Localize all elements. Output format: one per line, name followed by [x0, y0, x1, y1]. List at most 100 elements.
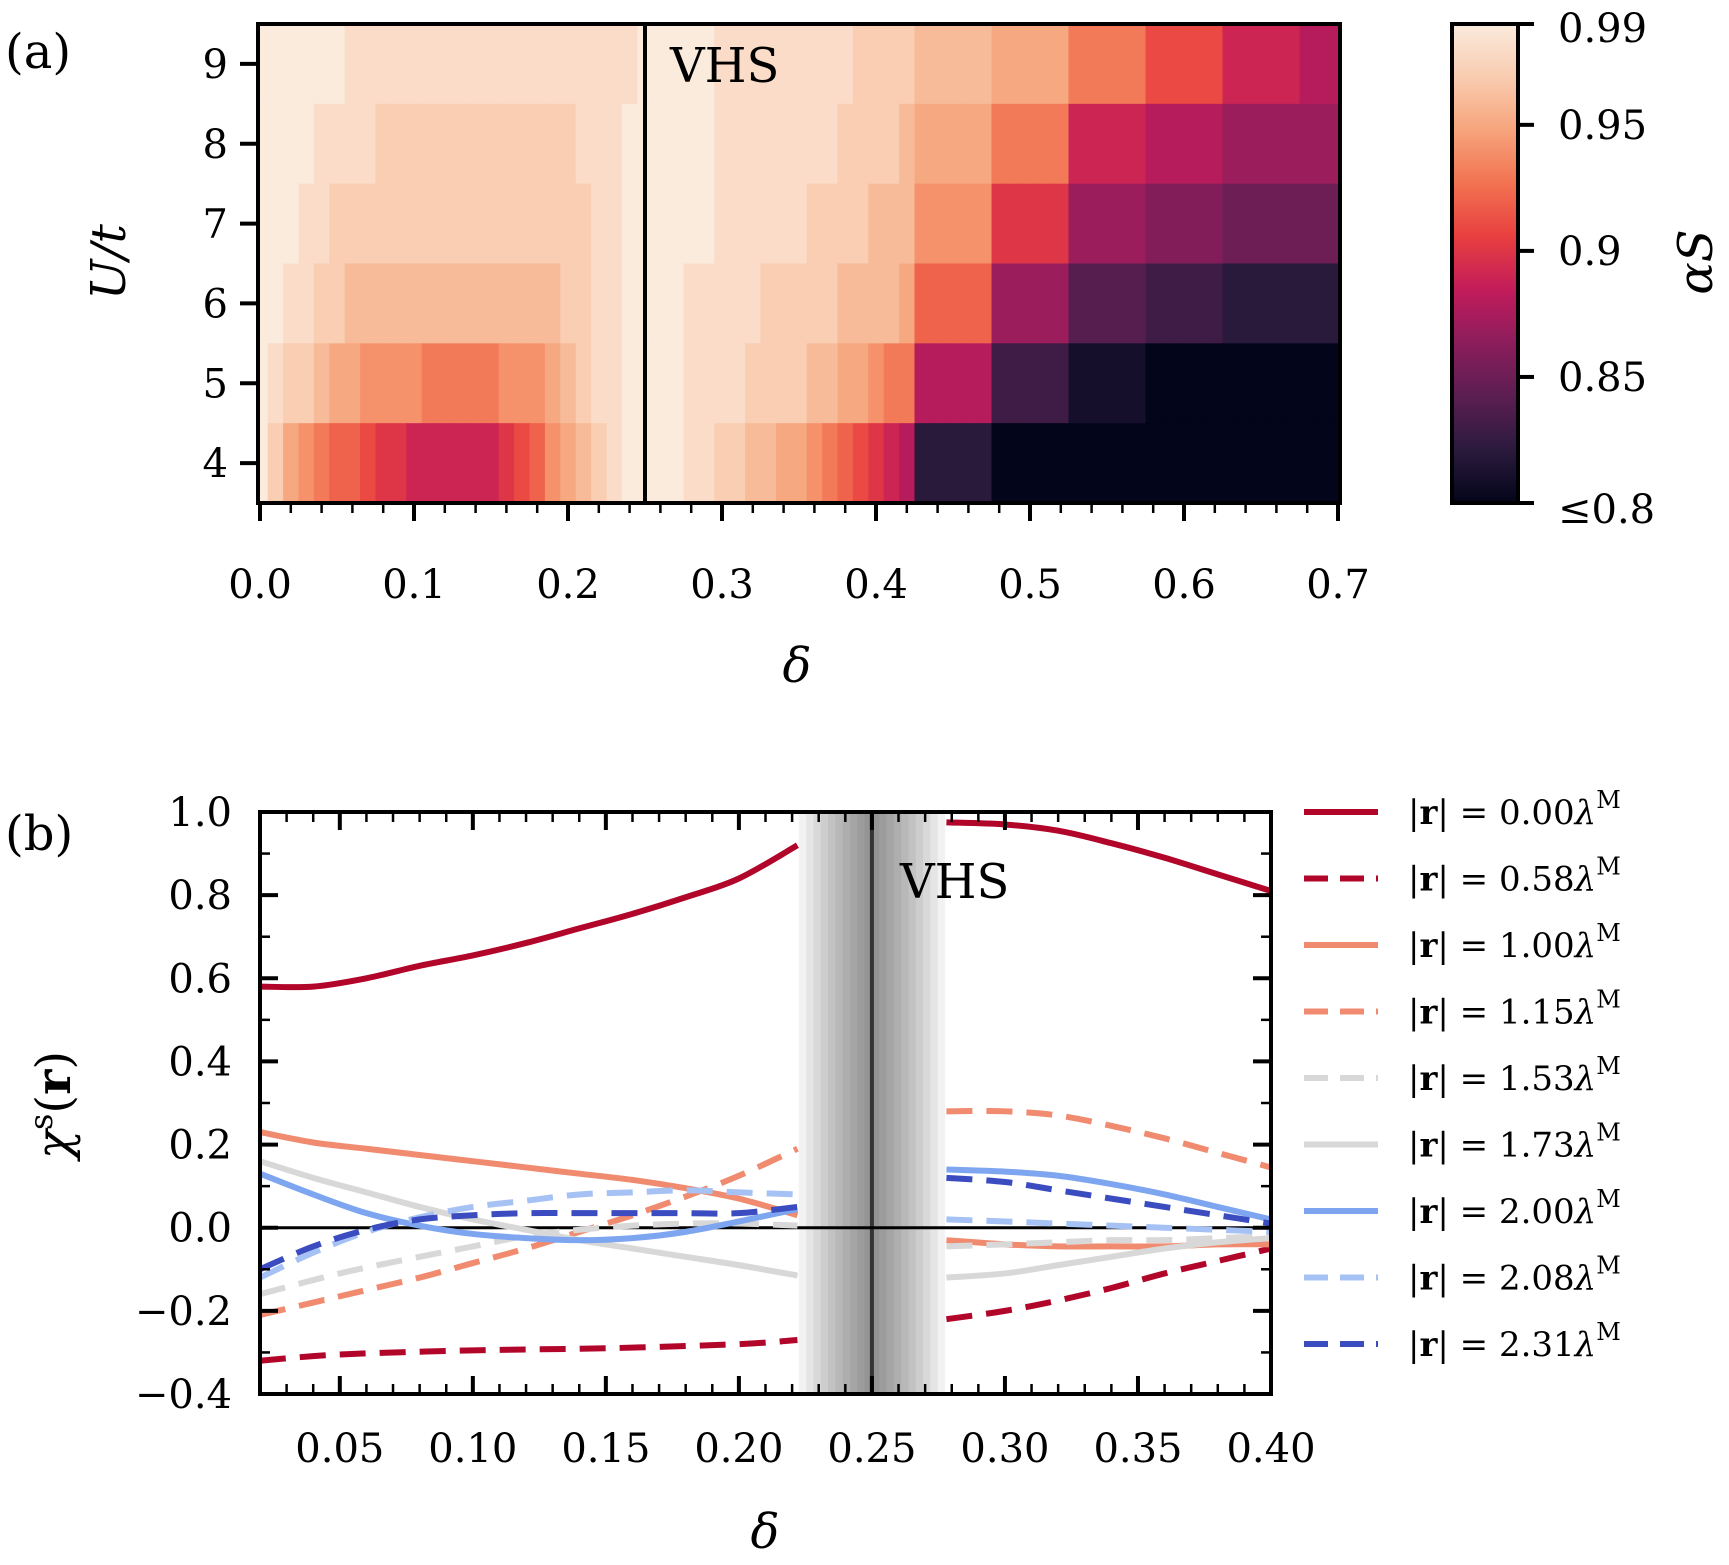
heatmap-cell	[960, 103, 977, 185]
series-line	[260, 1336, 798, 1364]
heatmap-cell	[1176, 263, 1193, 344]
heatmap-cell	[298, 24, 315, 105]
heatmap-cell	[514, 423, 531, 504]
heatmap-cell	[421, 263, 438, 344]
heatmap-cell	[621, 24, 638, 105]
heatmap-cell	[1037, 103, 1054, 185]
heatmap-cell	[260, 423, 269, 504]
series-line	[946, 1166, 1271, 1223]
heatmap-cell	[852, 183, 869, 265]
heatmap-cell	[991, 24, 1008, 105]
heatmap-cell	[298, 263, 315, 344]
heatmap-cell	[313, 183, 330, 265]
heatmap-cell	[375, 183, 392, 265]
heatmap-cell	[960, 263, 977, 344]
heatmap-cell	[591, 263, 608, 344]
heatmap-cell	[652, 343, 669, 424]
heatmap-cell	[1330, 343, 1339, 424]
heatmap-cell	[1299, 423, 1316, 504]
heatmap-cell	[360, 183, 377, 265]
legend-sup: M	[1596, 1252, 1621, 1280]
heatmap-cell	[945, 24, 962, 105]
heatmap-cell	[683, 103, 700, 185]
heatmap-y-tick-label: 9	[203, 42, 228, 88]
heatmap-cell	[729, 343, 746, 424]
heatmap-cell	[375, 343, 392, 424]
heatmap-cell	[1099, 183, 1116, 265]
legend-lambda: λ	[1573, 860, 1597, 900]
heatmap-cell	[698, 183, 715, 265]
heatmap-x-tick-label: 0.2	[536, 562, 600, 608]
heatmap-cell	[421, 343, 438, 424]
legend-value: | = 2.08	[1437, 1259, 1574, 1299]
legend-value: | = 1.73	[1437, 1126, 1574, 1166]
heatmap-cell	[652, 183, 669, 265]
heatmap-cell	[929, 423, 946, 504]
heatmap-cell	[329, 263, 346, 344]
heatmap-cell	[591, 183, 608, 265]
heatmap-cell	[1299, 24, 1316, 105]
heatmap-cell	[406, 103, 423, 185]
heatmap-cell	[960, 423, 977, 504]
heatmap-cell	[1207, 183, 1224, 265]
heatmap-cell	[298, 423, 315, 504]
heatmap-cell	[714, 103, 731, 185]
heatmap-cell	[1314, 263, 1331, 344]
heatmap-cell	[1299, 183, 1316, 265]
heatmap-cell	[483, 24, 500, 105]
legend-bar: |	[1408, 1059, 1419, 1099]
heatmap-cell	[390, 423, 407, 504]
heatmap-cell	[991, 343, 1008, 424]
heatmap-cell	[837, 343, 854, 424]
colorbar-label: αS	[1668, 229, 1724, 294]
heatmap-cell	[837, 183, 854, 265]
heatmap-cell	[1130, 343, 1147, 424]
heatmap-cell	[1191, 263, 1208, 344]
heatmap-cell	[1037, 423, 1054, 504]
heatmap-cell	[1160, 24, 1177, 105]
heatmap-cell	[606, 24, 623, 105]
heatmap-cell	[945, 183, 962, 265]
heatmap-cell	[1268, 343, 1285, 424]
heatmap-cell	[745, 103, 762, 185]
legend-value: | = 1.53	[1437, 1059, 1574, 1099]
heatmap-cell	[544, 263, 561, 344]
legend-sup: M	[1596, 1318, 1621, 1346]
heatmap-cell	[1083, 263, 1100, 344]
heatmap-cell	[1176, 24, 1193, 105]
heatmap-cell	[437, 343, 454, 424]
heatmap-cell	[1176, 183, 1193, 265]
heatmap-cell	[652, 24, 669, 105]
heatmap-cell	[1099, 263, 1116, 344]
legend-r: r	[1419, 793, 1438, 833]
heatmap-cell	[267, 263, 284, 344]
heatmap-cell	[329, 423, 346, 504]
legend-value: | = 1.00	[1437, 926, 1574, 966]
heatmap-cell	[729, 423, 746, 504]
heatmap-cell	[298, 183, 315, 265]
heatmap-cell	[606, 343, 623, 424]
series-line	[260, 1203, 798, 1273]
heatmap-cell	[375, 24, 392, 105]
heatmap-cell	[668, 183, 685, 265]
heatmap-cell	[760, 423, 777, 504]
legend-lambda: λ	[1573, 1192, 1597, 1232]
heatmap-cell	[1083, 24, 1100, 105]
heatmap-cell	[1022, 423, 1039, 504]
heatmap-cell	[652, 423, 669, 504]
line-y-tick-label: 0.8	[168, 873, 232, 919]
heatmap-cell	[899, 103, 916, 185]
line-y-tick-label: 0.2	[168, 1123, 232, 1169]
legend-r: r	[1419, 1259, 1438, 1299]
line-x-tick-label: 0.10	[428, 1426, 517, 1472]
heatmap-cell	[822, 423, 839, 504]
heatmap-axes: 0.0 0.1 0.2 0.3 0.4 0.5 0.6 0.7 4 5 6 7 8 9	[203, 42, 1370, 608]
heatmap-cell	[329, 24, 346, 105]
series-line	[260, 1158, 798, 1279]
heatmap-cell	[375, 423, 392, 504]
heatmap-cell	[360, 24, 377, 105]
heatmap-cell	[498, 183, 515, 265]
heatmap-cell	[260, 103, 269, 185]
legend-r: r	[1419, 1192, 1438, 1232]
heatmap-cells	[260, 24, 1339, 504]
